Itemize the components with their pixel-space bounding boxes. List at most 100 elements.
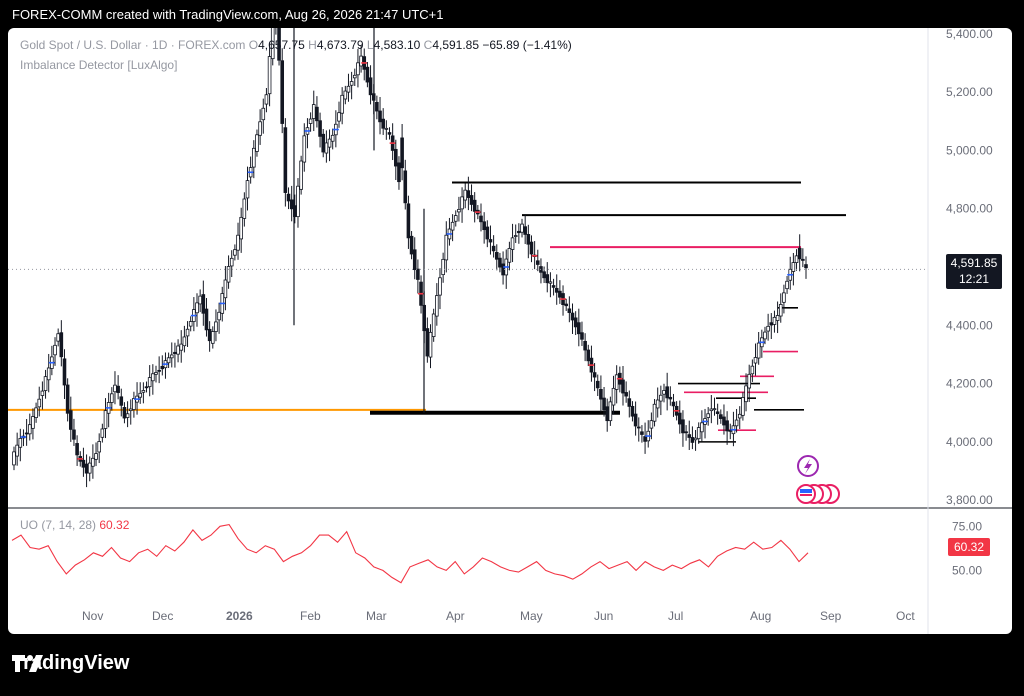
candle-body: [43, 376, 48, 391]
candle-body: [270, 28, 275, 60]
candle-body: [712, 408, 717, 411]
x-tick-label: Apr: [446, 609, 465, 623]
candle-body: [277, 28, 281, 61]
candle-body: [185, 328, 190, 337]
candle-body: [97, 441, 101, 453]
candle-body: [750, 365, 755, 375]
candle-body: [523, 226, 527, 235]
high-label: H: [308, 38, 317, 52]
candle-body: [27, 424, 32, 435]
candle-body: [554, 287, 559, 293]
candle-body: [252, 147, 256, 168]
candle-body: [797, 247, 802, 260]
candle-body: [346, 85, 351, 93]
indicator-legend[interactable]: Imbalance Detector [LuxAlgo]: [20, 58, 178, 72]
candle-body: [494, 252, 499, 260]
oscillator-value: 60.32: [99, 518, 130, 532]
candle-body: [84, 463, 89, 474]
candle-body: [311, 104, 316, 119]
candle-body: [517, 230, 521, 234]
candle-body: [485, 226, 490, 240]
candle-body: [592, 372, 597, 378]
candle-body: [469, 195, 474, 205]
candle-body: [558, 290, 562, 298]
candle-body: [375, 101, 379, 112]
candle-body: [34, 407, 38, 418]
tradingview-logo-icon: [12, 655, 43, 672]
candle-body: [700, 422, 704, 433]
candle-body: [782, 292, 786, 303]
us-flag-icon: [800, 489, 812, 493]
candle-body: [315, 106, 319, 122]
x-tick-label: Dec: [152, 609, 173, 623]
candle-body: [340, 94, 344, 114]
candle-body: [138, 392, 143, 398]
candle-body: [652, 403, 657, 422]
candle-body: [671, 401, 676, 407]
candle-body: [217, 311, 221, 321]
candle-body: [463, 189, 468, 201]
candle-body: [753, 357, 758, 364]
current-price-tag: 4,591.85 12:21: [946, 254, 1002, 289]
candle-body: [368, 77, 373, 96]
candle-body: [687, 434, 692, 438]
candle-body: [400, 137, 404, 169]
candle-body: [412, 249, 417, 271]
candle-body: [359, 55, 363, 67]
candle-body: [264, 94, 269, 105]
candle-body: [659, 394, 663, 402]
candle-body: [179, 343, 184, 351]
candle-body: [457, 208, 461, 213]
candle-body: [772, 316, 777, 325]
candle-body: [12, 451, 16, 466]
candle-body: [428, 331, 433, 358]
candle-body: [72, 429, 76, 440]
candle-body: [91, 457, 95, 467]
candle-body: [431, 313, 436, 337]
price-chart-svg[interactable]: 5,400.005,200.005,000.004,800.004,600.00…: [8, 28, 1012, 634]
candle-body: [715, 411, 720, 415]
candle-body: [160, 365, 165, 370]
candle-body: [245, 180, 250, 199]
candle-body: [62, 358, 67, 386]
oscillator-legend[interactable]: UO (7, 14, 28) 60.32: [20, 518, 129, 532]
candle-body: [394, 148, 398, 167]
candle-body: [176, 345, 180, 355]
high-value: 4,673.79: [316, 38, 364, 52]
candle-body: [141, 390, 146, 393]
candle-body: [169, 354, 174, 359]
candle-body: [636, 426, 641, 429]
candle-body: [643, 436, 647, 442]
candle-body: [195, 302, 199, 314]
candle-body: [261, 107, 266, 121]
oscillator-label: UO (7, 14, 28): [20, 518, 97, 532]
candle-body: [734, 419, 739, 427]
candle-body: [526, 234, 531, 245]
candle-body: [381, 118, 385, 129]
candle-body: [479, 215, 483, 223]
candle-body: [744, 385, 748, 403]
candle-body: [343, 90, 348, 100]
x-tick-label: Aug: [750, 609, 771, 623]
candle-body: [157, 369, 161, 372]
top-caption-bar: FOREX-COMM created with TradingView.com,…: [0, 0, 1024, 28]
y-tick-label: 4,400.00: [946, 318, 993, 332]
candle-body: [472, 199, 477, 212]
candle-body: [151, 373, 155, 382]
candle-body: [435, 295, 439, 317]
candle-body: [681, 419, 685, 434]
tradingview-logo[interactable]: TradingView: [12, 652, 129, 675]
bar-countdown: 12:21: [958, 272, 990, 286]
candle-body: [709, 408, 714, 412]
y-tick-label: 4,800.00: [946, 202, 993, 216]
chart-panel[interactable]: 5,400.005,200.005,000.004,800.004,600.00…: [8, 28, 1012, 634]
candle-body: [387, 132, 392, 135]
candle-body: [791, 262, 796, 272]
candle-body: [507, 248, 512, 263]
open-value: 4,657.75: [258, 38, 305, 52]
x-tick-label: Sep: [820, 609, 842, 623]
symbol-label: Gold Spot / U.S. Dollar · 1D · FOREX.com: [20, 38, 246, 52]
candle-body: [567, 308, 572, 313]
candle-body: [627, 398, 632, 407]
candle-body: [564, 303, 568, 307]
